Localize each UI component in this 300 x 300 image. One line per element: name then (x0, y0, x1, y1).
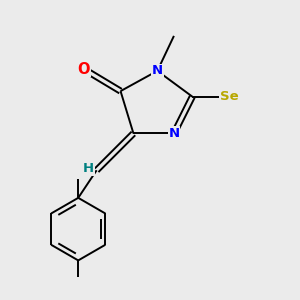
Text: O: O (77, 61, 90, 76)
Text: Se: Se (220, 90, 239, 103)
Text: N: N (152, 64, 163, 77)
Text: N: N (168, 127, 179, 140)
Text: H: H (83, 162, 94, 175)
